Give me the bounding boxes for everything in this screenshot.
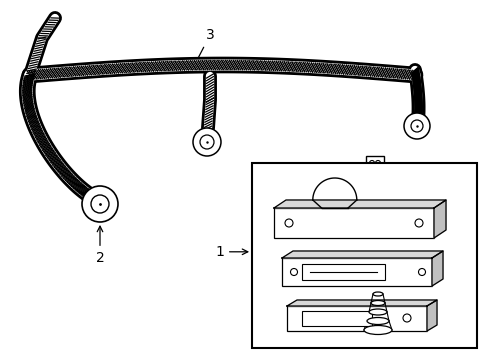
Circle shape [193,128,221,156]
Ellipse shape [363,325,391,334]
Polygon shape [431,251,442,286]
Circle shape [82,186,118,222]
Bar [302,264,384,280]
Bar [251,163,476,348]
Polygon shape [433,200,445,238]
Ellipse shape [370,301,384,306]
Text: 3: 3 [195,28,214,64]
Polygon shape [426,300,436,331]
Bar [282,258,431,286]
Ellipse shape [372,292,382,296]
Ellipse shape [368,309,386,315]
Polygon shape [282,251,442,258]
Text: 2: 2 [96,226,104,265]
Circle shape [403,113,429,139]
Ellipse shape [366,318,388,324]
Bar [302,311,371,326]
Bar [365,156,383,170]
Polygon shape [273,200,445,208]
Text: 1: 1 [215,245,247,259]
Bar [273,208,433,238]
Bar [286,306,426,331]
Polygon shape [286,300,436,306]
